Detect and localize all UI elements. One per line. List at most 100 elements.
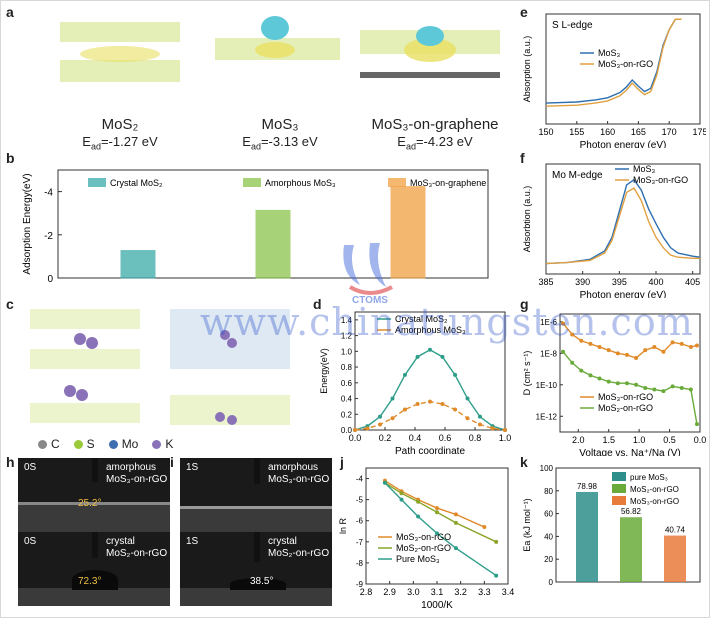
plot-frame bbox=[545, 13, 701, 125]
x-tick-label: 395 bbox=[612, 277, 627, 287]
panel-c-legend: C S Mo K bbox=[38, 437, 173, 451]
x-axis-label: 1000/K bbox=[421, 600, 453, 611]
data-point bbox=[435, 506, 439, 511]
data-point bbox=[494, 539, 499, 544]
y-tick-label: 0.6 bbox=[341, 379, 353, 388]
data-point bbox=[465, 416, 470, 421]
legend-label-2: MoS₂-on-rGO bbox=[598, 403, 653, 413]
x-tick-label: 150 bbox=[538, 127, 553, 137]
legend-swatch-1 bbox=[612, 472, 626, 481]
y-tick-label: -4 bbox=[356, 475, 364, 484]
data-point bbox=[606, 379, 611, 384]
legend-item-mo: Mo bbox=[108, 437, 138, 451]
data-point bbox=[570, 360, 575, 365]
panel-f-chart: 385 390 395 400 405 Photon energy (eV) Adsorbt… bbox=[522, 163, 701, 298]
caption-mos2-energy: Ead=-1.27 eV bbox=[82, 134, 158, 152]
x-axis-label: Voltage vs. Na⁺/Na (V) bbox=[579, 448, 680, 456]
y-tick-label: 0.4 bbox=[341, 395, 353, 404]
legend-label-2: Amorphous MoS₃ bbox=[395, 325, 466, 335]
series-line-2 bbox=[354, 400, 506, 431]
panel-label-h: h bbox=[6, 454, 15, 470]
data-point bbox=[465, 396, 470, 401]
caption-mos3-graphene: MoS₃-on-graphene Ead=-4.23 eV bbox=[360, 116, 510, 156]
chart-title: Mo M-edge bbox=[552, 170, 603, 181]
panel-h-photo-2: 0S crystal MoS₂-on-rGO 72.3° bbox=[18, 532, 170, 606]
legend-item-s: S bbox=[73, 437, 95, 451]
data-point bbox=[382, 480, 387, 485]
series-line-1 bbox=[384, 480, 485, 528]
ctoms-logo-text: CTOMS bbox=[352, 295, 388, 305]
data-point bbox=[477, 422, 482, 427]
y-tick-label: 0.8 bbox=[341, 363, 353, 372]
x-tick-label: 0.6 bbox=[439, 433, 452, 443]
photo-i2-time: 1S bbox=[186, 536, 199, 547]
panel-label-a: a bbox=[6, 4, 14, 20]
y-tick-label: 0.2 bbox=[341, 410, 353, 419]
x-tick-label: 175 bbox=[692, 127, 706, 137]
data-point bbox=[399, 497, 404, 502]
data-point bbox=[415, 402, 420, 407]
legend-label: C bbox=[51, 437, 60, 451]
data-point bbox=[694, 343, 699, 348]
legend-swatch-1 bbox=[88, 178, 106, 187]
panel-g-chart: 2.0 1.5 1.0 0.5 0.0 1E-6 1E-8 1E-10 1E-12 Voltage… bbox=[522, 313, 706, 456]
data-point bbox=[453, 512, 458, 517]
data-point bbox=[440, 354, 445, 359]
x-tick-label: 3.4 bbox=[502, 587, 515, 597]
data-point bbox=[588, 373, 593, 378]
y-tick-label: 0 bbox=[549, 578, 554, 587]
legend-label-2: Amorphous MoS₃ bbox=[265, 178, 336, 188]
panel-h-photo-1: 0S amorphous MoS₃-on-rGO 25.2° bbox=[18, 458, 170, 532]
data-point bbox=[561, 321, 566, 326]
data-point bbox=[652, 387, 657, 392]
panel-label-b: b bbox=[6, 150, 15, 166]
y-axis-label: Adsorption Energy(eV) bbox=[22, 173, 33, 274]
photo-h2-angle: 72.3° bbox=[78, 576, 102, 587]
data-point bbox=[440, 402, 445, 407]
ctoms-logo: CTOMS bbox=[343, 243, 393, 305]
data-point bbox=[503, 428, 507, 432]
legend-label-3: Pure MoS₃ bbox=[396, 554, 440, 564]
y-tick-label: -9 bbox=[356, 580, 364, 589]
data-point bbox=[477, 414, 482, 419]
y-tick-label: 40 bbox=[544, 532, 553, 541]
caption-mos2-name: MoS₂ bbox=[101, 116, 139, 133]
y-tick-label: 1.2 bbox=[341, 332, 353, 341]
x-tick-label: 1.0 bbox=[633, 435, 646, 445]
data-point bbox=[428, 347, 432, 352]
legend-label-3: MoS₃-on-graphene bbox=[410, 178, 486, 188]
panel-j-chart: 2.8 2.9 3.0 3.1 3.2 3.3 3.4 -4 -5 -6 -7 -8 -9 1000/K l… bbox=[338, 467, 515, 611]
bar-3 bbox=[390, 186, 426, 279]
panel-a-structures bbox=[60, 16, 500, 82]
y-axis-label: D (cm² s⁻¹) bbox=[522, 351, 532, 396]
watermark-text: www.chinatungsten.com bbox=[200, 300, 694, 344]
panel-label-f: f bbox=[520, 150, 525, 166]
data-point bbox=[670, 340, 675, 345]
legend-dot bbox=[152, 439, 162, 449]
panel-k-chart: 0 20 40 60 80 100 Ea (kJ mol⁻¹) 78.98 56.82 40.74… bbox=[522, 464, 701, 587]
y-tick-label: 1.0 bbox=[341, 347, 353, 356]
legend-dot bbox=[108, 439, 118, 449]
panel-label-g: g bbox=[520, 296, 529, 312]
y-tick-label: 1E-8 bbox=[540, 349, 557, 358]
data-point bbox=[634, 356, 639, 361]
data-point bbox=[570, 332, 575, 337]
y-tick-label: 20 bbox=[544, 555, 553, 564]
data-point bbox=[643, 385, 648, 390]
x-tick-label: 3.3 bbox=[478, 587, 491, 597]
x-axis-label: Photon energy (eV) bbox=[580, 140, 667, 148]
panel-i-photo-1: 1S amorphous MoS₃-on-rGO bbox=[180, 458, 332, 532]
series-line-2 bbox=[384, 482, 497, 543]
data-point bbox=[579, 338, 584, 343]
legend-item-c: C bbox=[38, 437, 60, 451]
panel-label-e: e bbox=[520, 4, 528, 20]
y-tick-label: -4 bbox=[44, 188, 53, 199]
x-tick-label: 155 bbox=[569, 127, 584, 137]
legend-item-k: K bbox=[152, 437, 173, 451]
x-axis-label: Photon energy (eV) bbox=[580, 290, 667, 298]
y-tick-label: 1E-12 bbox=[536, 412, 558, 421]
data-point bbox=[615, 351, 620, 356]
y-tick-label: 80 bbox=[544, 487, 553, 496]
panel-label-i: i bbox=[170, 454, 174, 470]
chart-title: S L-edge bbox=[552, 20, 593, 31]
